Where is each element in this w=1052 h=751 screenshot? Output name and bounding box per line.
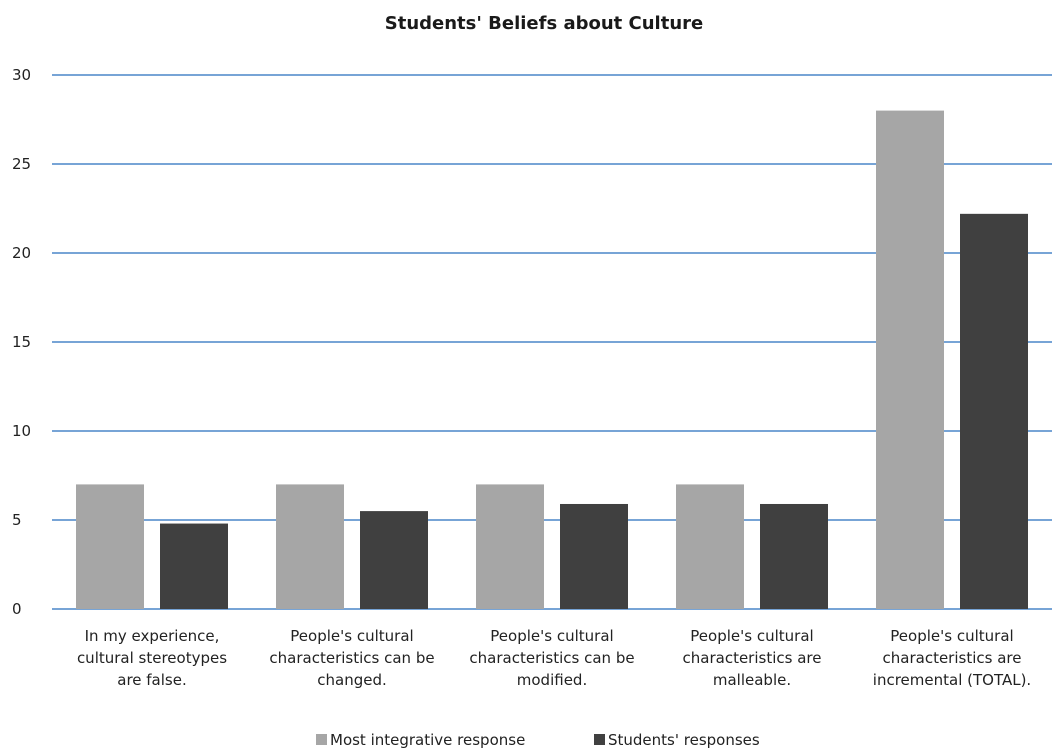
y-tick-label: 10 [12,422,31,440]
chart-title: Students' Beliefs about Culture [385,13,703,34]
bars [76,110,1028,609]
y-tick-label: 30 [12,66,31,84]
bar [360,511,428,609]
bar [560,503,628,609]
legend-label: Most integrative response [330,731,525,749]
x-category-label: People's cultural characteristics are incr… [873,627,1031,689]
bar [960,213,1028,609]
legend-swatch [316,734,327,745]
y-tick-label: 25 [12,155,31,173]
gridlines [52,74,1052,610]
bar [476,484,544,609]
bar [160,523,228,609]
legend-swatch [594,734,605,745]
y-tick-label: 0 [12,600,22,618]
x-category-label: In my experience, cultural stereotypes are… [77,627,227,689]
legend-label: Students' responses [608,731,760,749]
y-tick-label: 15 [12,333,31,351]
y-tick-label: 5 [12,511,22,529]
bar [676,484,744,609]
bar [760,503,828,609]
x-category-label: People's cultural characteristics can be c… [269,627,434,689]
bar [276,484,344,609]
bar [876,110,944,609]
y-axis-tick-labels: 0 5 10 15 20 25 30 [12,66,31,618]
bar [76,484,144,609]
y-tick-label: 20 [12,244,31,262]
x-axis-category-labels: In my experience, cultural stereotypes are… [77,627,1031,689]
x-category-label: People's cultural characteristics are mall… [683,627,822,689]
legend: Most integrative response Students' respo… [316,731,760,749]
x-category-label: People's cultural characteristics can be m… [469,627,634,689]
